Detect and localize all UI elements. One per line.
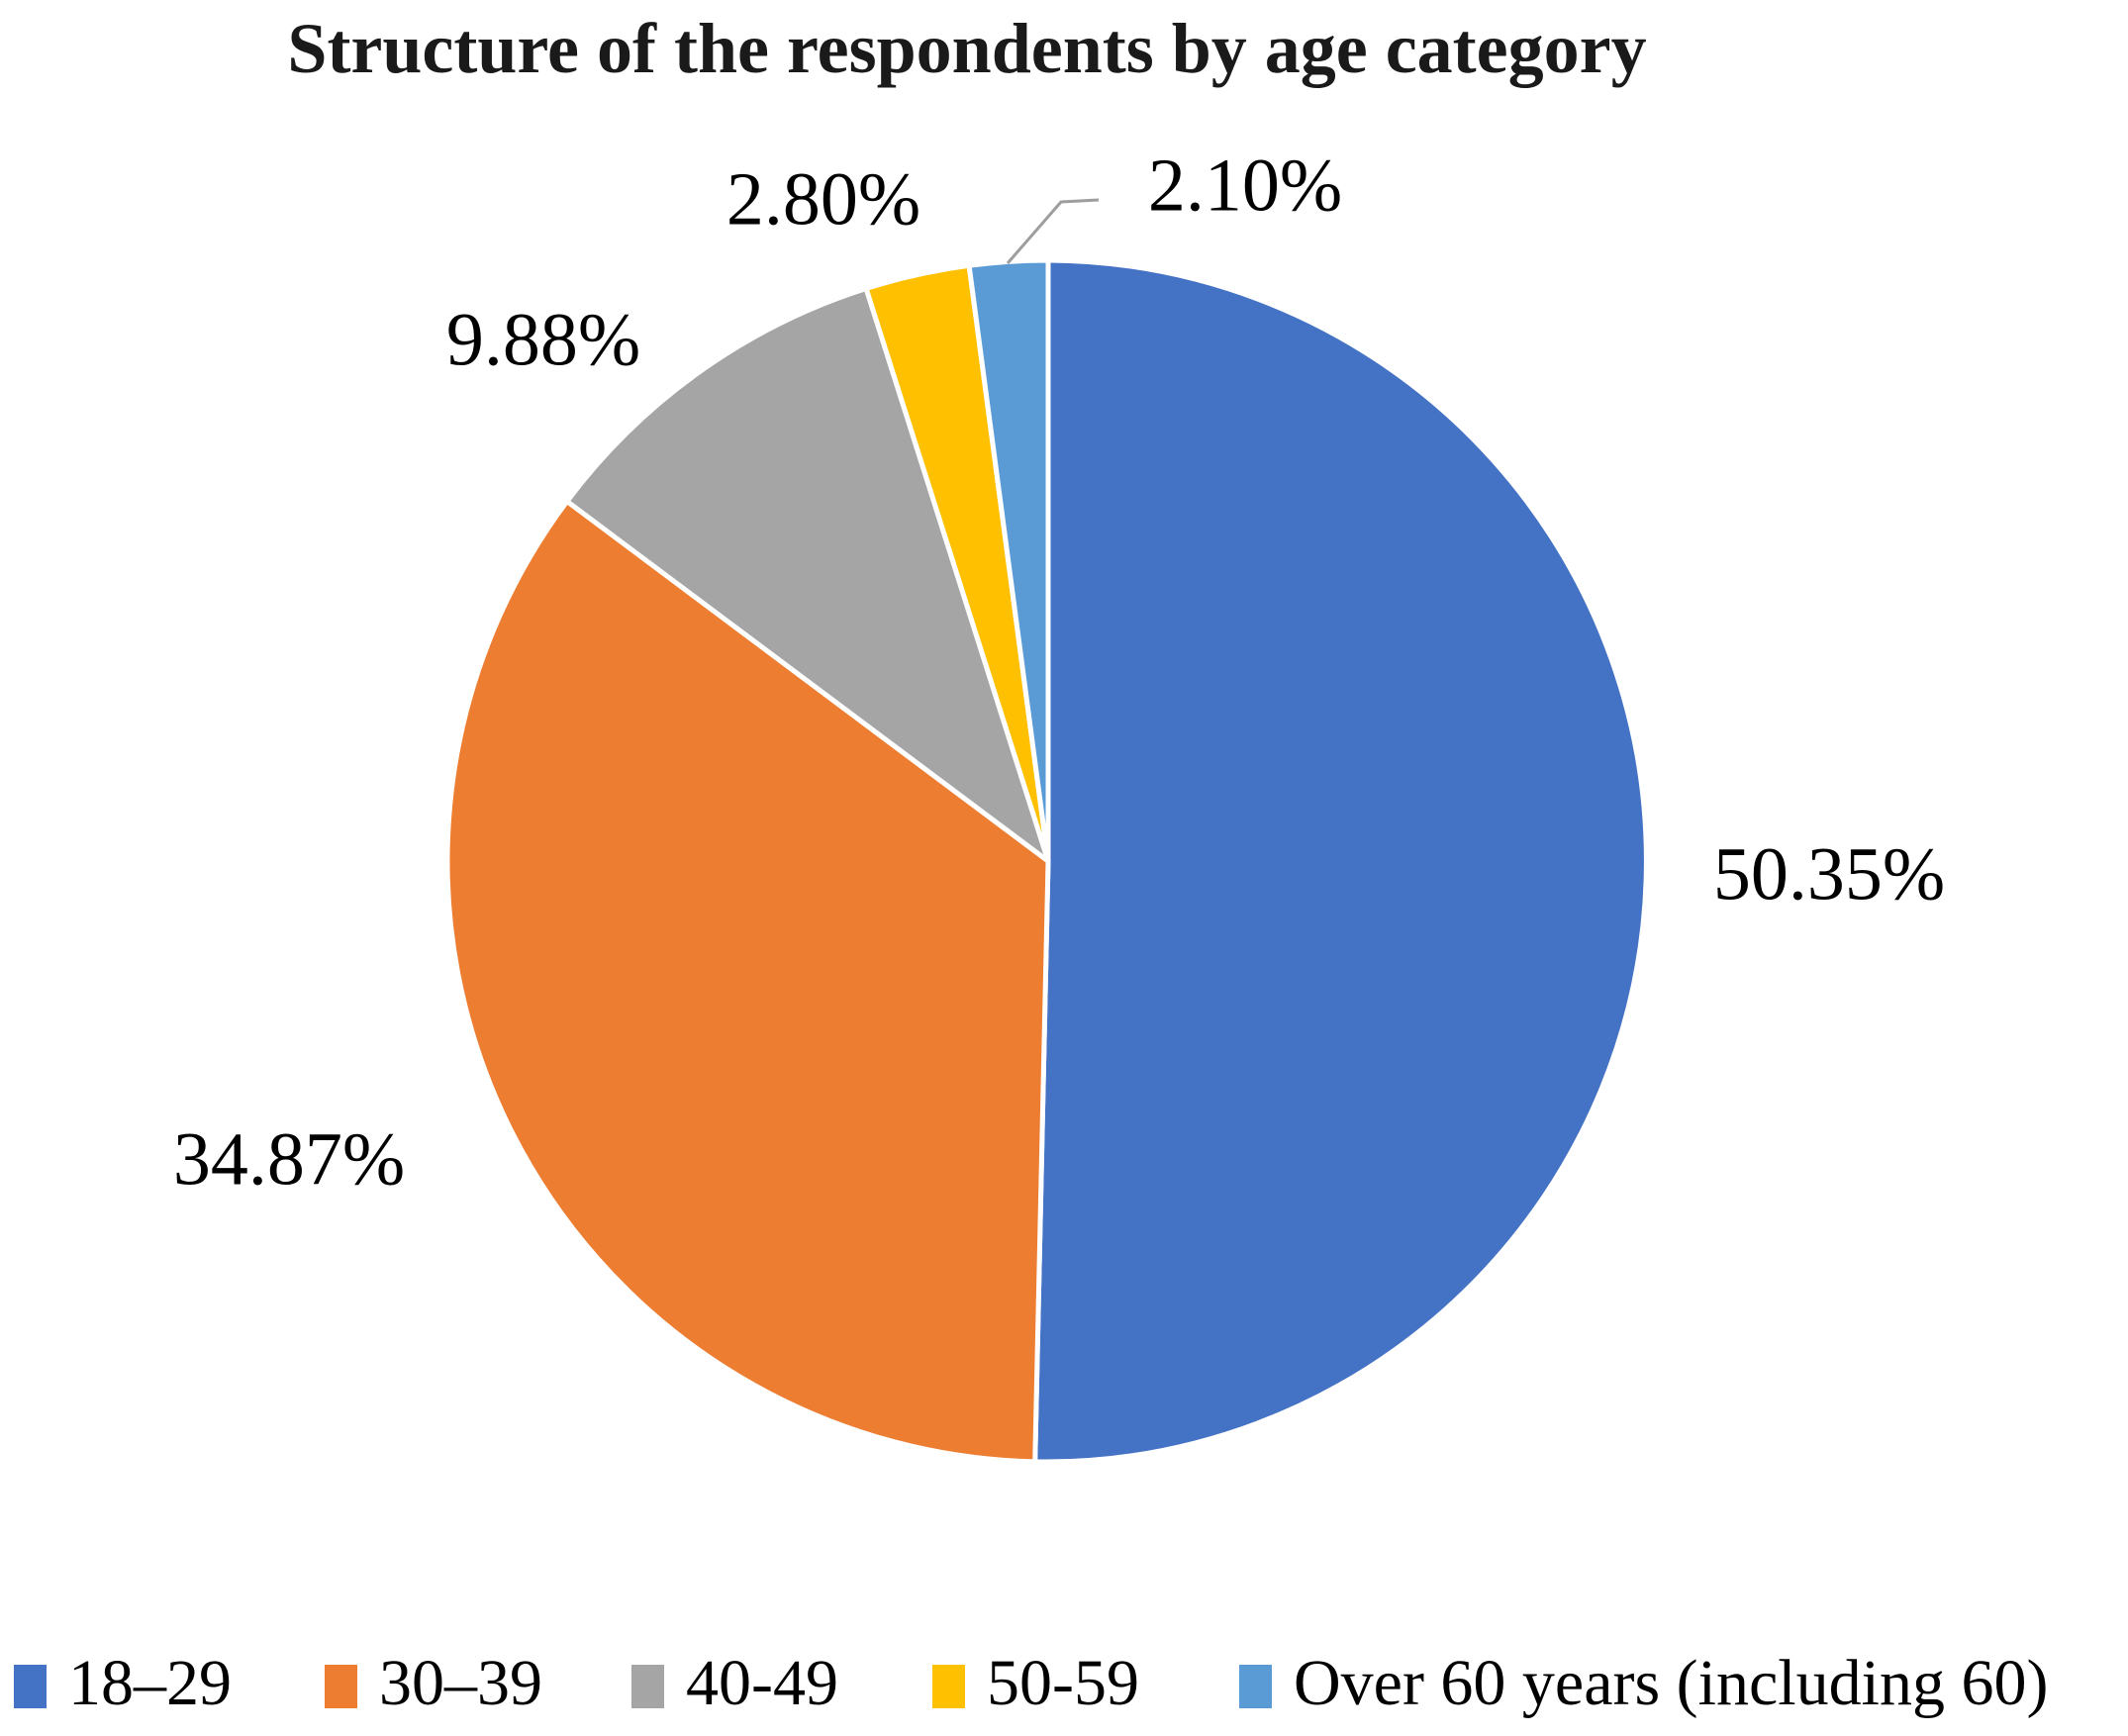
legend-item-18-29: 18–29 (14, 1651, 232, 1722)
pie-slice-2 (564, 286, 1051, 864)
legend-label: Over 60 years (including 60) (1294, 1647, 2049, 1719)
legend-item-30-39: 30–39 (325, 1651, 542, 1722)
legend-label: 40-49 (686, 1647, 838, 1719)
data-label-over-60: 2.10% (1147, 144, 1343, 228)
data-label-50-59: 2.80% (725, 157, 921, 241)
legend: 18–29 30–39 40-49 50-59 Over 60 years (i… (0, 1651, 2128, 1730)
pie-slice-0 (1032, 257, 1649, 1465)
leader-line-over-60 (1006, 198, 1100, 264)
legend-swatch-18-29 (14, 1665, 47, 1708)
legend-swatch-50-59 (932, 1665, 965, 1708)
legend-label: 30–39 (379, 1647, 542, 1719)
legend-swatch-40-49 (631, 1665, 664, 1708)
pie-slice-1 (444, 499, 1051, 1465)
chart-title: Structure of the respondents by age cate… (287, 9, 1647, 88)
legend-label: 18–29 (68, 1647, 232, 1719)
pie-slices (444, 257, 1649, 1465)
data-label-40-49: 9.88% (445, 298, 641, 382)
legend-item-40-49: 40-49 (631, 1651, 838, 1722)
legend-label: 50-59 (987, 1647, 1139, 1719)
legend-swatch-30-39 (325, 1665, 357, 1708)
data-label-18-29: 50.35% (1712, 832, 1946, 916)
legend-swatch-over-60 (1239, 1665, 1272, 1708)
data-label-30-39: 34.87% (172, 1117, 406, 1202)
legend-item-50-59: 50-59 (932, 1651, 1139, 1722)
legend-item-over-60: Over 60 years (including 60) (1239, 1651, 2048, 1722)
